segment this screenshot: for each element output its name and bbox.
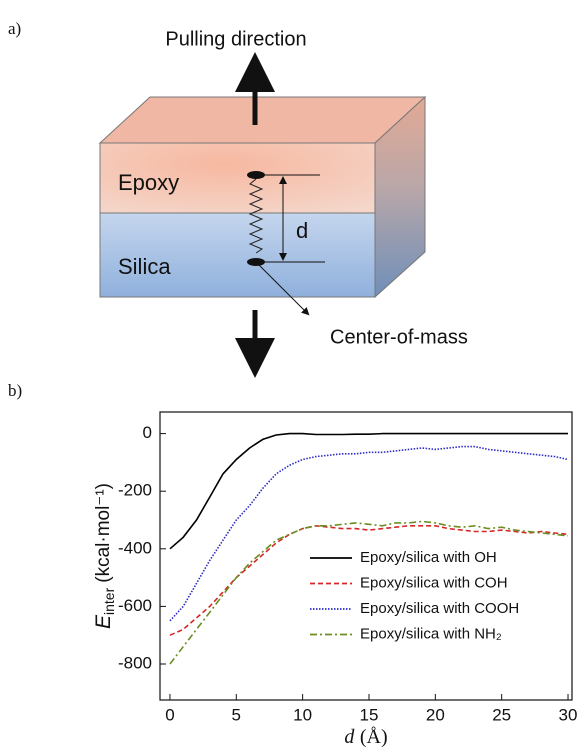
epoxy-layer <box>99 142 376 214</box>
y-label-subscript: inter <box>101 587 117 615</box>
series-line <box>169 520 569 665</box>
y-tick-label: -200 <box>118 481 152 500</box>
legend-label: Epoxy/silica with COOH <box>360 600 519 617</box>
series-line <box>169 432 568 550</box>
x-tick-label: 20 <box>426 705 445 724</box>
com-pointer <box>257 263 310 316</box>
legend-label: Epoxy/silica with OH <box>360 549 497 566</box>
y-tick-label: -600 <box>118 596 152 615</box>
y-axis-label: Einter (kcal·mol⁻¹) <box>92 483 117 629</box>
silica-layer <box>99 212 376 298</box>
top-face <box>98 96 427 144</box>
plot-frame <box>159 411 573 701</box>
com-label: Center-of-mass <box>330 326 468 348</box>
legend-label: Epoxy/silica with COH <box>360 574 508 591</box>
x-tick-label: 25 <box>492 705 511 724</box>
x-label-symbol: d <box>344 726 355 748</box>
panel-label: b) <box>8 381 22 400</box>
x-tick-label: 0 <box>165 705 174 724</box>
spring <box>248 178 264 254</box>
x-tick-label: 10 <box>293 705 312 724</box>
panel-label: a) <box>8 19 21 38</box>
epoxy-label: Epoxy <box>118 170 179 195</box>
y-tick-label: -400 <box>118 538 152 557</box>
y-tick-label: 0 <box>143 423 152 442</box>
distance-label: d <box>296 218 308 243</box>
x-tick-label: 30 <box>559 705 578 724</box>
pulling-label: Pulling direction <box>165 28 306 50</box>
chart: b) 0 5 10 15 20 25 30 0 -200 -400 -600 -800 d (Å) Eint… <box>8 381 577 748</box>
diagram: a) Pulling direction Epoxy Silica d Cent… <box>8 19 468 378</box>
legend-label: Epoxy/silica with NH₂ <box>360 625 502 642</box>
y-label-symbol: E <box>92 614 115 629</box>
series-line <box>169 445 569 622</box>
x-axis-label: d (Å) <box>344 726 387 749</box>
y-tick-label: -800 <box>118 653 152 672</box>
x-tick-label: 5 <box>232 705 241 724</box>
x-tick-label: 15 <box>360 705 379 724</box>
silica-label: Silica <box>118 254 171 279</box>
y-label-unit: (kcal·mol⁻¹) <box>93 483 114 583</box>
x-label-unit: (Å) <box>360 726 388 748</box>
